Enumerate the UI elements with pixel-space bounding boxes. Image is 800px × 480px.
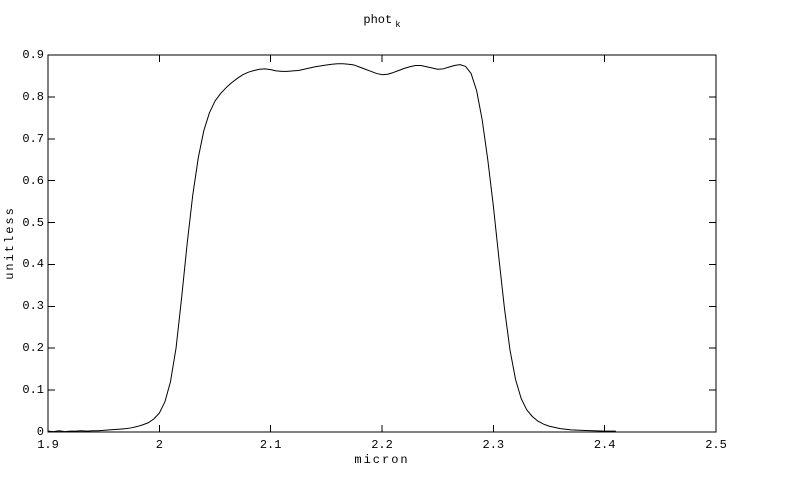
y-tick-label: 0.8 bbox=[22, 89, 44, 104]
x-tick-label: 2.5 bbox=[705, 438, 727, 452]
x-tick-label: 2 bbox=[155, 438, 163, 452]
x-tick-label: 1.9 bbox=[37, 438, 59, 452]
y-tick-label: 0.9 bbox=[22, 48, 44, 62]
y-tick-label: 0.4 bbox=[22, 257, 44, 272]
y-tick-label: 0 bbox=[36, 425, 44, 439]
y-tick-label: 0.2 bbox=[22, 341, 44, 356]
x-tick-label: 2.2 bbox=[371, 438, 393, 452]
x-axis-label: micron bbox=[354, 453, 410, 467]
x-tick-label: 2.4 bbox=[593, 438, 616, 452]
chart-title-subscript: k bbox=[395, 20, 401, 30]
y-tick-label: 0.3 bbox=[22, 299, 44, 314]
data-curve-phot_k bbox=[47, 63, 616, 433]
x-tick-label: 2.1 bbox=[259, 438, 282, 452]
y-tick-label: 0.7 bbox=[22, 131, 44, 146]
y-tick-label: 0.6 bbox=[22, 173, 44, 188]
chart-title-main: phot bbox=[363, 13, 393, 27]
y-tick-label: 0.1 bbox=[22, 383, 44, 398]
plot-frame bbox=[47, 54, 717, 433]
y-tick-label: 0.5 bbox=[22, 215, 44, 230]
x-tick-label: 2.3 bbox=[482, 438, 505, 452]
chart-title: phot k bbox=[48, 13, 716, 30]
